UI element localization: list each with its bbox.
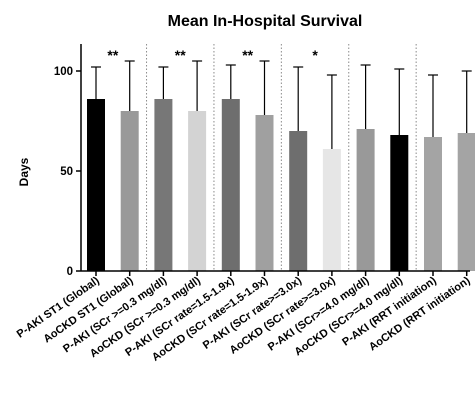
bar-11 (424, 137, 442, 271)
bar-7 (289, 131, 308, 271)
significance-marker: ** (242, 47, 253, 63)
chart-title: Mean In-Hospital Survival (168, 13, 363, 30)
significance-marker: ** (107, 47, 118, 63)
bar-9 (356, 129, 375, 271)
bar-1 (87, 99, 105, 271)
bar-4 (188, 111, 207, 271)
y-tick-label: 50 (60, 166, 73, 178)
bar-12 (457, 133, 475, 271)
significance-marker: ** (175, 47, 186, 63)
y-tick-label: 100 (54, 66, 73, 78)
y-axis-label: Days (17, 157, 31, 186)
bar-10 (390, 135, 409, 271)
bar-8 (322, 149, 341, 271)
y-tick-label: 0 (67, 266, 73, 278)
bar-2 (120, 111, 139, 271)
bar-6 (255, 115, 274, 271)
bar-3 (154, 99, 173, 271)
significance-marker: * (312, 47, 318, 63)
bar-5 (221, 99, 240, 271)
